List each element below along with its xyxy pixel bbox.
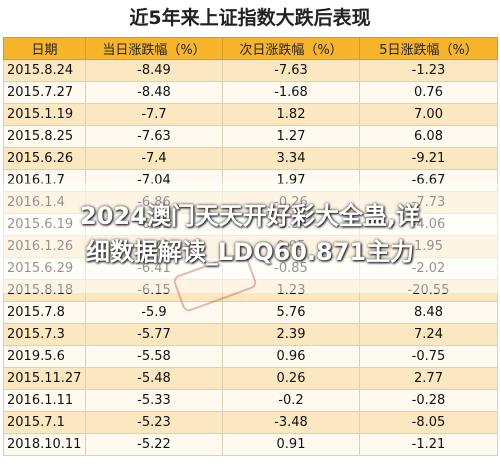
cell-day-change: -5.22 — [85, 433, 223, 456]
header-next-day-change: 次日涨跌幅（%） — [222, 37, 360, 60]
cell-date: 2015.1.19 — [3, 103, 86, 126]
cell-date: 2018.10.11 — [3, 433, 86, 456]
cell-next-day-change: -3.48 — [222, 411, 360, 434]
cell-5day-change: 7.00 — [359, 103, 498, 126]
table-row: 2015.7.1 -5.23 -3.48 -8.05 — [3, 411, 498, 434]
table-row: 2015.7.3 -5.77 2.39 7.24 — [3, 323, 498, 346]
table-row: 2015.7.8 -5.9 5.76 8.48 — [3, 301, 498, 324]
cell-5day-change: 7.24 — [359, 323, 498, 346]
cell-day-change: -5.77 — [85, 323, 223, 346]
cell-day-change: -7.7 — [85, 103, 223, 126]
cell-date: 2016.1.11 — [3, 389, 86, 412]
cell-day-change: -8.48 — [85, 81, 223, 104]
overlay-caption: 2024澳门天天开好彩大全蛊,详 细数据解读_LDQ60.871主力 — [0, 198, 500, 270]
cell-day-change: -5.58 — [85, 345, 223, 368]
cell-next-day-change: 1.27 — [222, 125, 360, 148]
cell-next-day-change: -0.2 — [222, 389, 360, 412]
table-row: 2015.7.27 -8.48 -1.68 0.76 — [3, 81, 498, 104]
cell-5day-change: -0.28 — [359, 389, 498, 412]
cell-date: 2015.7.1 — [3, 411, 86, 434]
cell-next-day-change: -1.68 — [222, 81, 360, 104]
cell-5day-change: 6.08 — [359, 125, 498, 148]
header-day-change: 当日涨跌幅（%） — [85, 37, 223, 60]
table-row: 2015.1.19 -7.7 1.82 7.00 — [3, 103, 498, 126]
cell-5day-change: -1.21 — [359, 433, 498, 456]
cell-day-change: -7.63 — [85, 125, 223, 148]
cell-day-change: -8.49 — [85, 59, 223, 82]
cell-next-day-change: 2.39 — [222, 323, 360, 346]
cell-next-day-change: 5.76 — [222, 301, 360, 324]
cell-date: 2015.8.24 — [3, 59, 86, 82]
overlay-band — [0, 183, 500, 293]
cell-day-change: -7.4 — [85, 147, 223, 170]
cell-date: 2015.8.25 — [3, 125, 86, 148]
cell-next-day-change: 3.34 — [222, 147, 360, 170]
table-row: 2019.5.6 -5.58 0.96 -0.75 — [3, 345, 498, 368]
cell-5day-change: -9.21 — [359, 147, 498, 170]
table-row: 2016.1.11 -5.33 -0.2 -0.28 — [3, 389, 498, 412]
table-row: 2015.8.25 -7.63 1.27 6.08 — [3, 125, 498, 148]
cell-day-change: -5.48 — [85, 367, 223, 390]
cell-next-day-change: -7.63 — [222, 59, 360, 82]
watermark-stamp — [171, 250, 260, 315]
cell-5day-change: -0.75 — [359, 345, 498, 368]
header-date: 日期 — [3, 37, 86, 60]
cell-date: 2015.6.26 — [3, 147, 86, 170]
cell-next-day-change: 0.26 — [222, 367, 360, 390]
cell-5day-change: 2.77 — [359, 367, 498, 390]
table-row: 2018.10.11 -5.22 0.91 -1.21 — [3, 433, 498, 456]
cell-date: 2019.5.6 — [3, 345, 86, 368]
cell-5day-change: 0.76 — [359, 81, 498, 104]
overlay-line-1: 2024澳门天天开好彩大全蛊,详 — [80, 202, 420, 230]
cell-next-day-change: 1.82 — [222, 103, 360, 126]
header-5day-change: 5日涨跌幅（%） — [359, 37, 498, 60]
cell-date: 2015.11.27 — [3, 367, 86, 390]
overlay-line-2: 细数据解读_LDQ60.871主力 — [85, 238, 415, 266]
cell-date: 2015.7.27 — [3, 81, 86, 104]
cell-day-change: -5.23 — [85, 411, 223, 434]
cell-5day-change: -8.05 — [359, 411, 498, 434]
cell-next-day-change: 0.96 — [222, 345, 360, 368]
cell-next-day-change: 0.91 — [222, 433, 360, 456]
cell-day-change: -5.33 — [85, 389, 223, 412]
table-title: 近5年来上证指数大跌后表现 — [0, 0, 500, 37]
cell-5day-change: -1.23 — [359, 59, 498, 82]
cell-date: 2015.7.3 — [3, 323, 86, 346]
header-row: 日期 当日涨跌幅（%） 次日涨跌幅（%） 5日涨跌幅（%） — [3, 37, 498, 60]
table-row: 2015.8.24 -8.49 -7.63 -1.23 — [3, 59, 498, 82]
cell-5day-change: 8.48 — [359, 301, 498, 324]
table-row: 2015.6.26 -7.4 3.34 -9.21 — [3, 147, 498, 170]
table-row: 2015.11.27 -5.48 0.26 2.77 — [3, 367, 498, 390]
cell-date: 2015.7.8 — [3, 301, 86, 324]
